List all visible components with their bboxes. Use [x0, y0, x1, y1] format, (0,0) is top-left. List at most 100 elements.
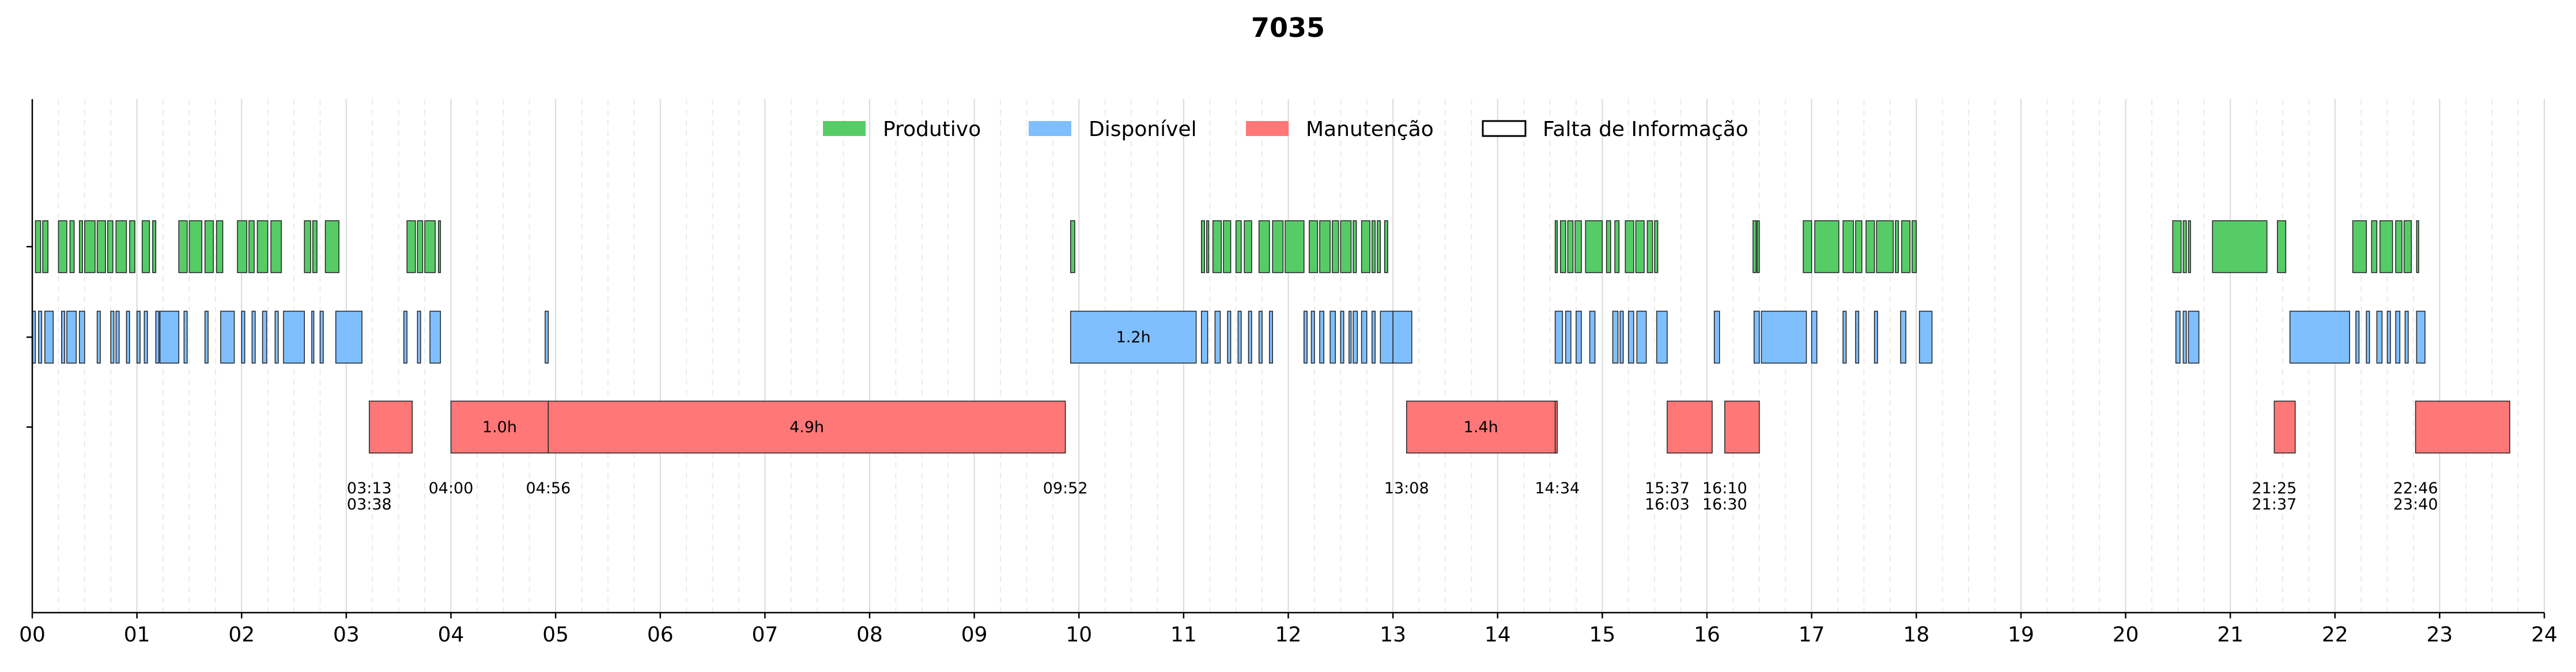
bar-produtivo: [1319, 220, 1331, 273]
bar-produtivo: [1752, 220, 1757, 273]
bar-disponivel: [2175, 311, 2181, 364]
bar-produtivo: [2403, 220, 2412, 273]
bar-disponivel: [1353, 311, 1358, 364]
bar-disponivel: [2182, 311, 2187, 364]
time-annotation: 03:38: [347, 496, 392, 514]
bar-duration-label: 1.2h: [1116, 329, 1151, 346]
bar-produtivo: [1361, 220, 1370, 273]
bar-produtivo: [2395, 220, 2403, 273]
bar-disponivel: [1855, 311, 1860, 364]
x-tick-label: 12: [1275, 623, 1302, 647]
bar-manutencao: [547, 401, 1066, 454]
bar-produtivo: [42, 220, 48, 273]
bar-disponivel: [1589, 311, 1596, 364]
bar-produtivo: [1635, 220, 1645, 273]
bar-disponivel: [159, 311, 180, 364]
legend: Produtivo Disponível Manutenção Falta de In…: [823, 118, 1748, 141]
bar-disponivel: [1565, 311, 1572, 364]
time-annotation: 23:40: [2393, 496, 2438, 514]
bar-disponivel: [1227, 311, 1232, 364]
bar-produtivo: [1654, 220, 1659, 273]
bar-produtivo: [1625, 220, 1634, 273]
time-annotation: 14:34: [1535, 480, 1580, 497]
bar-duration-label: 1.0h: [482, 418, 517, 436]
x-tick-label: 18: [1903, 623, 1929, 647]
bar-produtivo: [58, 220, 67, 273]
bar-produtivo: [1559, 220, 1566, 273]
bar-produtivo: [2188, 220, 2191, 273]
bar-disponivel: [1842, 311, 1847, 364]
bar-disponivel: [1554, 311, 1563, 364]
bar-produtivo: [1235, 220, 1242, 273]
bar-disponivel: [2395, 311, 2401, 364]
x-tick-label: 19: [2008, 623, 2034, 647]
bar-produtivo: [1272, 220, 1284, 273]
bar-produtivo: [1201, 220, 1205, 273]
bar-produtivo: [78, 220, 83, 273]
x-tick-label: 16: [1694, 623, 1720, 647]
bar-disponivel: [417, 311, 421, 364]
bar-produtivo: [1803, 220, 1812, 273]
bar-produtivo: [2352, 220, 2367, 273]
bar-disponivel: [1340, 311, 1344, 364]
bar-produtivo: [1372, 220, 1376, 273]
time-annotation: 21:25: [2252, 480, 2297, 497]
bar-produtivo: [424, 220, 436, 273]
bar-produtivo: [1309, 220, 1319, 273]
bar-produtivo: [1842, 220, 1854, 273]
x-tick-label: 14: [1485, 623, 1511, 647]
time-annotation: 13:08: [1384, 480, 1429, 497]
bar-produtivo: [1865, 220, 1875, 273]
x-tick-label: 05: [542, 623, 569, 647]
bar-disponivel: [136, 311, 141, 364]
bar-produtivo: [1646, 220, 1653, 273]
bar-produtivo: [1585, 220, 1603, 273]
bar-disponivel: [1612, 311, 1619, 364]
bar-produtivo: [1285, 220, 1305, 273]
bar-produtivo: [1258, 220, 1270, 273]
bar-disponivel: [1874, 311, 1878, 364]
bar-duration-label: 1.4h: [1464, 418, 1498, 436]
bar-disponivel: [2289, 311, 2350, 364]
bar-disponivel: [2188, 311, 2200, 364]
x-tick-label: 02: [228, 623, 255, 647]
x-tick-label: 10: [1066, 623, 1092, 647]
bar-produtivo: [107, 220, 114, 273]
bar-disponivel: [204, 311, 209, 364]
bar-produtivo: [324, 220, 339, 273]
bar-manutencao: [2415, 401, 2510, 454]
x-tick-label: 24: [2531, 623, 2558, 647]
bar-disponivel: [429, 311, 441, 364]
bar-produtivo: [2172, 220, 2182, 273]
time-annotation: 22:46: [2393, 480, 2438, 497]
bar-disponivel: [1214, 311, 1221, 364]
bar-produtivo: [84, 220, 96, 273]
bar-disponivel: [1900, 311, 1906, 364]
bar-produtivo: [1574, 220, 1582, 273]
bar-produtivo: [1895, 220, 1899, 273]
bar-disponivel: [311, 311, 315, 364]
bar-produtivo: [141, 220, 150, 273]
bar-disponivel: [155, 311, 160, 364]
x-tick-label: 13: [1380, 623, 1406, 647]
legend-swatch-produtivo: [823, 121, 866, 136]
bar-produtivo: [1855, 220, 1863, 273]
x-tick-label: 21: [2217, 623, 2243, 647]
bar-labels-layer: 1.2h 1.0h 4.9h 1.4h: [482, 329, 1498, 436]
grid-layer: [58, 99, 2545, 613]
bar-disponivel: [1392, 311, 1412, 364]
time-annotation: 21:37: [2252, 496, 2297, 514]
bar-produtivo: [204, 220, 214, 273]
bar-disponivel: [262, 311, 267, 364]
bar-disponivel: [1619, 311, 1624, 364]
bar-disponivel: [1380, 311, 1393, 364]
x-tick-label: 09: [961, 623, 988, 647]
bar-produtivo: [2379, 220, 2393, 273]
x-tick-label: 20: [2113, 623, 2139, 647]
bar-disponivel: [61, 311, 66, 364]
x-tick-label: 04: [438, 623, 464, 647]
bar-disponivel: [110, 311, 115, 364]
bar-disponivel: [44, 311, 54, 364]
